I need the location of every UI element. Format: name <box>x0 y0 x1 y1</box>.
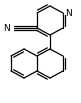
Text: N: N <box>65 9 72 18</box>
Text: N: N <box>3 23 10 33</box>
